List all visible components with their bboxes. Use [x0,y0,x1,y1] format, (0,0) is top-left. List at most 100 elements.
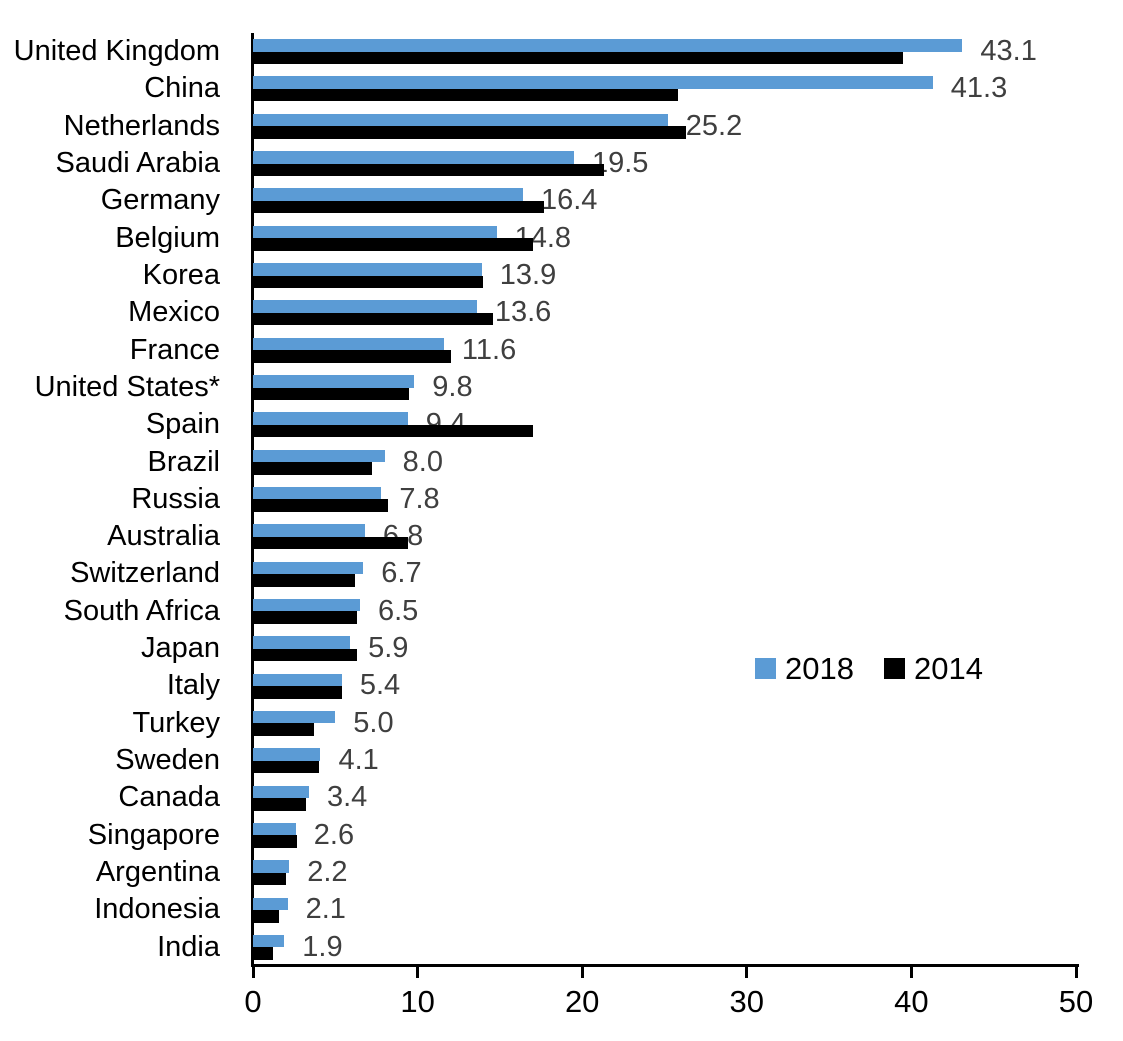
value-label: 9.8 [432,370,473,403]
category-row: Mexico 13.6 [0,294,1123,331]
category-row: Korea 13.9 [0,257,1123,294]
x-axis-tick-label: 20 [564,984,600,1019]
bar-2014-china [253,88,678,102]
category-row: Belgium 14.8 [0,220,1123,257]
bar-2018-south-africa [253,598,360,612]
bar-2014-indonesia [253,910,280,923]
category-row: Germany 16.4 [0,182,1123,219]
category-row: Singapore 2.6 [0,817,1123,854]
bar-2014-spain [253,424,533,438]
category-label: Saudi Arabia [55,146,220,179]
value-label: 2.6 [313,818,355,851]
x-axis-tick [745,967,749,978]
bar-2018-united-states [253,375,415,388]
value-label: 16.4 [540,184,598,217]
category-label: Russia [131,482,220,515]
category-label: Canada [118,781,220,814]
category-row: South Africa 6.5 [0,593,1123,630]
value-label: 43.1 [980,35,1037,67]
value-label: 1.9 [302,930,343,963]
value-label: 2.2 [307,856,348,889]
category-label: Italy [166,669,220,702]
x-axis-line [251,964,1079,967]
bar-2018-mexico [253,300,477,313]
value-label: 5.9 [368,632,409,665]
value-label: 13.6 [494,296,552,329]
category-label: Turkey [132,706,220,739]
category-label: Mexico [128,296,220,329]
legend-item-2014: 2014 [883,651,983,686]
category-row: Australia6.8 [0,518,1123,555]
bar-2014-japan [253,648,357,662]
category-label: United States* [34,370,220,403]
bar-2018-singapore [253,822,296,836]
category-row: United States* 9.8 [0,369,1123,406]
value-label: 3.4 [326,781,368,814]
bar-2014-italy [253,686,342,699]
legend-label-2018: 2018 [785,651,854,686]
category-row: France 11.6 [0,332,1123,369]
bar-2018-india [253,934,285,948]
value-label: 4.1 [338,744,379,777]
bar-2018-netherlands [253,113,668,127]
bar-2014-sweden [253,760,319,774]
category-row: Canada 3.4 [0,779,1123,816]
bar-2014-singapore [253,835,298,848]
category-label: China [144,72,220,105]
category-row: United Kingdom 43.1 [0,33,1123,70]
x-axis-tick [580,967,584,978]
category-row: Turkey 5.0 [0,705,1123,742]
bar-2014-mexico [253,312,494,326]
category-label: Germany [100,184,220,217]
x-axis-tick-label: 30 [729,984,765,1019]
bar-2014-united-kingdom [253,51,904,65]
bar-2014-saudi-arabia [253,163,604,177]
bar-2014-south-africa [253,611,357,624]
bar-2014-india [253,947,273,960]
bar-2018-belgium [253,225,497,239]
category-label: Singapore [87,818,220,851]
y-axis-line [251,33,254,966]
legend-label-2014: 2014 [913,651,983,686]
bar-2014-russia [253,499,388,512]
bar-2018-china [253,76,933,89]
category-row: Spain9.4 [0,406,1123,443]
category-label: South Africa [63,594,220,627]
bar-2014-brazil [253,462,372,475]
category-label: Netherlands [63,109,220,142]
value-label: 25.2 [685,109,743,142]
bar-2018-sweden [253,748,321,761]
category-row: Switzerland 6.7 [0,555,1123,592]
category-row: Saudi Arabia 19.5 [0,145,1123,182]
bar-2014-canada [253,798,306,811]
category-label: India [157,930,220,963]
value-label: 2.1 [305,893,346,926]
category-label: Switzerland [70,557,220,590]
category-label: Spain [145,408,220,441]
value-label: 8.0 [402,445,443,478]
bar-2014-korea [253,275,484,289]
legend-swatch-2018 [755,658,776,679]
category-row: Brazil 8.0 [0,444,1123,481]
bar-2018-australia [253,524,365,537]
category-label: Belgium [115,221,220,254]
legend-item-2018: 2018 [755,653,854,684]
plot-area: United Kingdom 43.1 China 41.3 Netherlands 25… [0,33,1123,966]
bar-2018-germany [253,188,523,201]
x-axis-tick [251,967,255,978]
category-row: Indonesia 2.1 [0,891,1123,928]
x-axis-tick-label: 10 [400,984,435,1019]
x-axis-tick-label: 0 [244,984,262,1019]
x-axis-tick-label: 40 [894,984,929,1019]
category-label: Argentina [95,856,220,889]
bar-2014-united-states [253,387,410,401]
value-label: 7.8 [399,482,440,515]
bar-2014-switzerland [253,574,356,587]
category-row: Netherlands 25.2 [0,108,1123,145]
bar-2018-switzerland [253,561,364,575]
bar-2014-australia [253,536,408,550]
bar-2014-netherlands [253,126,686,139]
bar-2018-brazil [253,449,385,463]
value-label: 5.0 [353,706,394,739]
